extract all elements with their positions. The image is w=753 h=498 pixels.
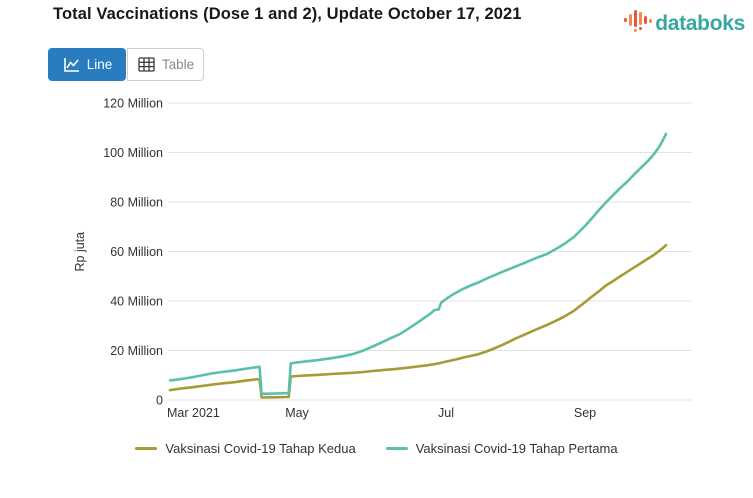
y-tick-label: 0: [156, 394, 163, 408]
line-chart-icon: [62, 56, 81, 74]
y-axis-title: Rp juta: [73, 232, 87, 272]
line-view-button[interactable]: Line: [48, 48, 126, 81]
series-line-tahap-pertama[interactable]: [168, 132, 668, 396]
chart-legend: Vaksinasi Covid-19 Tahap Kedua Vaksinasi…: [0, 441, 753, 456]
table-view-label: Table: [161, 57, 195, 72]
legend-swatch-kedua: [135, 447, 158, 450]
y-tick-label: 40 Million: [110, 295, 163, 309]
view-toggle: Line Table: [48, 48, 204, 81]
x-tick-label: Sep: [574, 406, 596, 420]
y-tick-label: 100 Million: [103, 146, 163, 160]
page-title: Total Vaccinations (Dose 1 and 2), Updat…: [53, 5, 522, 23]
databoks-wordmark: databoks: [655, 11, 745, 35]
y-tick-label: 20 Million: [110, 344, 163, 358]
y-tick-label: 60 Million: [110, 245, 163, 259]
databoks-logo: databoks: [623, 7, 745, 40]
y-tick-label: 120 Million: [103, 97, 163, 111]
legend-item-tahap-pertama[interactable]: Vaksinasi Covid-19 Tahap Pertama: [385, 441, 618, 456]
y-tick-label: 80 Million: [110, 196, 163, 210]
databoks-pulse-icon: [623, 7, 653, 40]
legend-swatch-pertama: [385, 447, 408, 450]
x-tick-label: Mar 2021: [167, 406, 220, 420]
legend-item-tahap-kedua[interactable]: Vaksinasi Covid-19 Tahap Kedua: [135, 441, 356, 456]
line-view-label: Line: [86, 57, 113, 72]
table-grid-icon: [137, 56, 156, 73]
line-chart[interactable]: 0 20 Million 40 Million 60 Million 80 Millio…: [0, 88, 753, 433]
x-tick-label: May: [285, 406, 309, 420]
legend-label-kedua: Vaksinasi Covid-19 Tahap Kedua: [165, 441, 356, 456]
table-view-button[interactable]: Table: [127, 48, 204, 81]
x-tick-label: Jul: [438, 406, 454, 420]
legend-label-pertama: Vaksinasi Covid-19 Tahap Pertama: [415, 441, 618, 456]
